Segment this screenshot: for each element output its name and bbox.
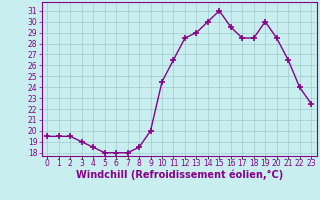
X-axis label: Windchill (Refroidissement éolien,°C): Windchill (Refroidissement éolien,°C) (76, 169, 283, 180)
